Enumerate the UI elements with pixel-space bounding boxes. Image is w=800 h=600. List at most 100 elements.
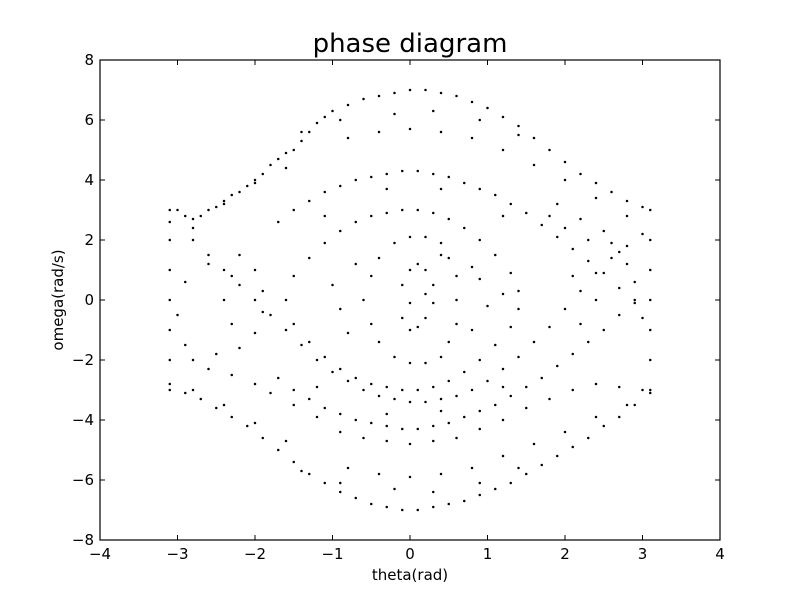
scatter-point — [447, 217, 450, 221]
scatter-point — [424, 268, 427, 272]
scatter-point — [563, 307, 567, 311]
scatter-point — [594, 382, 598, 386]
scatter-point — [393, 112, 396, 116]
scatter-point — [253, 298, 257, 302]
scatter-point — [432, 211, 435, 215]
scatter-point — [416, 169, 419, 173]
scatter-point — [284, 151, 288, 155]
x-tick-label: −3 — [166, 545, 188, 563]
y-tick-label: 2 — [84, 231, 94, 249]
scatter-point — [362, 436, 365, 440]
scatter-point — [556, 454, 559, 458]
scatter-point — [649, 208, 652, 212]
scatter-point — [649, 391, 652, 395]
y-tick-label: 0 — [84, 291, 94, 309]
scatter-point — [339, 481, 342, 485]
scatter-point — [408, 442, 412, 446]
scatter-point — [494, 193, 497, 197]
scatter-point — [540, 463, 543, 467]
scatter-point — [525, 385, 528, 389]
scatter-point — [354, 220, 357, 224]
scatter-point — [215, 406, 218, 410]
scatter-point — [261, 289, 264, 293]
scatter-point — [563, 160, 567, 164]
scatter-point — [478, 238, 481, 242]
scatter-point — [184, 280, 187, 284]
scatter-point — [339, 229, 342, 233]
scatter-point — [501, 214, 505, 218]
scatter-point — [470, 388, 474, 392]
scatter-point — [323, 355, 326, 359]
scatter-point — [470, 100, 474, 104]
scatter-point — [501, 367, 505, 371]
scatter-point — [292, 460, 295, 464]
scatter-point — [184, 391, 187, 395]
scatter-point — [393, 397, 396, 401]
scatter-point — [594, 181, 598, 185]
scatter-point — [230, 415, 233, 419]
scatter-point — [370, 274, 373, 278]
scatter-point — [230, 373, 233, 377]
scatter-point — [424, 88, 427, 92]
scatter-point — [478, 358, 481, 362]
scatter-point — [370, 175, 373, 179]
scatter-point — [401, 508, 404, 512]
scatter-point — [401, 169, 404, 173]
scatter-point — [377, 94, 381, 98]
scatter-point — [292, 274, 295, 278]
scatter-point — [439, 397, 443, 401]
scatter-point — [308, 199, 311, 203]
y-tick-label: −4 — [72, 411, 94, 429]
scatter-point — [432, 172, 435, 176]
scatter-point — [408, 301, 412, 305]
scatter-point — [191, 238, 195, 242]
scatter-point — [501, 418, 505, 422]
scatter-point — [548, 397, 551, 401]
scatter-point — [501, 385, 505, 389]
scatter-point — [501, 148, 505, 152]
scatter-point — [401, 316, 404, 320]
scatter-point — [470, 466, 474, 470]
scatter-point — [168, 358, 171, 362]
scatter-point — [439, 187, 443, 191]
scatter-point — [571, 274, 574, 278]
scatter-point — [416, 427, 419, 431]
x-tick-label: 1 — [483, 545, 493, 563]
scatter-point — [370, 322, 373, 326]
scatter-point — [277, 220, 280, 224]
scatter-point — [362, 298, 365, 302]
scatter-point — [509, 271, 512, 275]
scatter-point — [432, 283, 435, 287]
scatter-point — [261, 310, 264, 314]
scatter-point — [408, 361, 412, 365]
scatter-point — [447, 421, 450, 425]
scatter-point — [486, 106, 489, 110]
scatter-point — [269, 313, 272, 317]
scatter-point — [424, 361, 427, 365]
scatter-point — [633, 403, 636, 407]
scatter-point — [587, 436, 590, 440]
scatter-point — [517, 355, 520, 359]
scatter-point — [579, 322, 582, 326]
scatter-point — [207, 208, 210, 212]
scatter-point — [385, 505, 388, 509]
scatter-point — [215, 205, 218, 209]
scatter-point — [416, 325, 419, 329]
scatter-point — [463, 499, 466, 503]
scatter-point — [339, 412, 342, 416]
scatter-point — [594, 196, 598, 200]
scatter-point — [284, 166, 288, 170]
scatter-point — [370, 214, 373, 218]
scatter-point — [649, 328, 652, 332]
scatter-point — [261, 172, 264, 176]
scatter-point — [447, 379, 450, 383]
scatter-points — [168, 88, 652, 512]
scatter-point — [579, 289, 582, 293]
scatter-point — [207, 262, 210, 266]
scatter-point — [649, 268, 652, 272]
scatter-point — [447, 340, 450, 344]
scatter-point — [625, 403, 629, 407]
scatter-point — [532, 442, 536, 446]
scatter-point — [385, 385, 388, 389]
scatter-point — [525, 211, 528, 215]
